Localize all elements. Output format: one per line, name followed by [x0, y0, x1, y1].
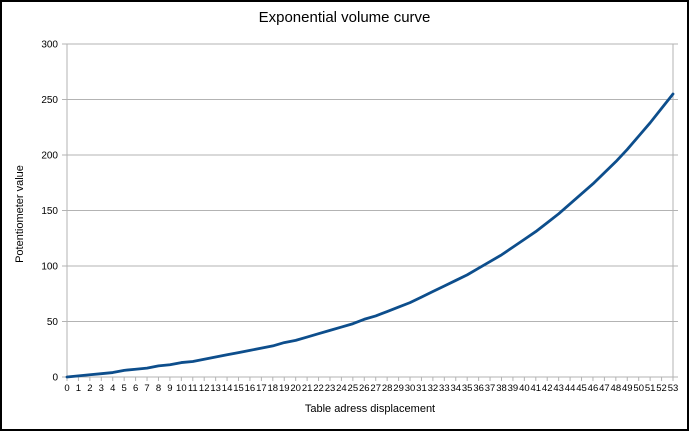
- x-tick-label: 23: [325, 383, 336, 394]
- x-tick-label: 8: [156, 383, 161, 394]
- x-tick-label: 21: [302, 383, 313, 394]
- x-tick-label: 50: [633, 383, 644, 394]
- y-tick-label: 0: [52, 373, 58, 384]
- x-tick-label: 40: [519, 383, 530, 394]
- x-tick-label: 32: [428, 383, 439, 394]
- x-tick-label: 20: [290, 383, 301, 394]
- y-tick-label: 200: [41, 151, 58, 162]
- x-tick-label: 27: [370, 383, 381, 394]
- x-tick-label: 36: [473, 383, 484, 394]
- x-tick-label: 9: [167, 383, 172, 394]
- x-tick-label: 26: [359, 383, 370, 394]
- x-tick-label: 30: [405, 383, 416, 394]
- x-tick-label: 15: [233, 383, 244, 394]
- x-tick-label: 52: [656, 383, 667, 394]
- y-tick-label: 100: [41, 262, 58, 273]
- x-tick-label: 39: [508, 383, 519, 394]
- x-tick-label: 16: [245, 383, 256, 394]
- x-tick-label: 4: [110, 383, 115, 394]
- x-tick-label: 31: [416, 383, 427, 394]
- y-tick-label: 300: [41, 40, 58, 51]
- x-tick-label: 6: [133, 383, 138, 394]
- x-tick-label: 24: [336, 383, 347, 394]
- x-tick-label: 29: [393, 383, 404, 394]
- x-tick-label: 10: [176, 383, 187, 394]
- x-tick-label: 48: [611, 383, 622, 394]
- x-tick-label: 47: [599, 383, 610, 394]
- x-tick-label: 13: [210, 383, 221, 394]
- x-axis-title: Table adress displacement: [304, 403, 436, 415]
- x-tick-label: 38: [496, 383, 507, 394]
- x-tick-label: 11: [188, 383, 198, 394]
- y-tick-label: 150: [41, 206, 58, 217]
- x-tick-label: 0: [64, 383, 69, 394]
- x-tick-label: 25: [348, 383, 359, 394]
- x-tick-label: 49: [622, 383, 633, 394]
- x-tick-label: 7: [144, 383, 149, 394]
- chart-title: Exponential volume curve: [258, 9, 431, 26]
- x-tick-label: 35: [462, 383, 473, 394]
- x-tick-label: 17: [256, 383, 267, 394]
- x-tick-label: 5: [122, 383, 127, 394]
- x-tick-label: 37: [485, 383, 496, 394]
- x-tick-label: 2: [87, 383, 92, 394]
- x-tick-label: 12: [199, 383, 210, 394]
- x-tick-label: 53: [668, 383, 679, 394]
- x-tick-label: 19: [279, 383, 290, 394]
- x-tick-label: 28: [382, 383, 393, 394]
- x-tick-label: 42: [542, 383, 553, 394]
- x-tick-label: 41: [531, 383, 542, 394]
- x-tick-label: 33: [439, 383, 450, 394]
- y-tick-label: 50: [47, 317, 59, 328]
- x-tick-label: 51: [645, 383, 656, 394]
- data-series-line: [65, 92, 675, 379]
- x-tick-label: 22: [313, 383, 324, 394]
- y-tick-label: 250: [41, 95, 58, 106]
- x-tick-label: 44: [565, 383, 576, 394]
- x-tick-label: 46: [588, 383, 599, 394]
- x-tick-label: 1: [76, 383, 81, 394]
- x-tick-label: 14: [222, 383, 233, 394]
- x-tick-label: 3: [99, 383, 104, 394]
- x-tick-label: 34: [450, 383, 461, 394]
- x-tick-label: 45: [576, 383, 587, 394]
- x-tick-label: 43: [553, 383, 564, 394]
- x-tick-label: 18: [268, 383, 279, 394]
